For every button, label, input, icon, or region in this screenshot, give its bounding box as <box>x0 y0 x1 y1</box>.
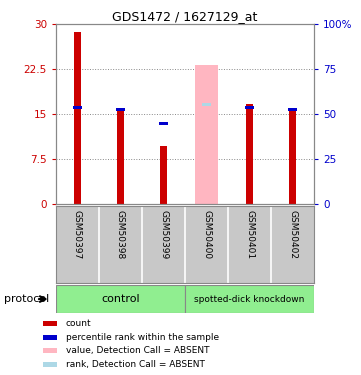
Text: spotted-dick knockdown: spotted-dick knockdown <box>194 295 305 304</box>
Bar <box>195 65 218 204</box>
Title: GDS1472 / 1627129_at: GDS1472 / 1627129_at <box>112 10 258 23</box>
Bar <box>43 321 57 326</box>
Bar <box>74 32 81 204</box>
Bar <box>159 122 168 125</box>
Text: GSM50398: GSM50398 <box>116 210 125 260</box>
Bar <box>185 285 314 313</box>
Bar <box>117 111 124 204</box>
Bar <box>160 146 168 204</box>
Bar <box>43 362 57 367</box>
Bar <box>289 111 296 204</box>
Text: GSM50402: GSM50402 <box>288 210 297 259</box>
Bar <box>43 335 57 340</box>
Text: value, Detection Call = ABSENT: value, Detection Call = ABSENT <box>66 346 209 355</box>
Text: count: count <box>66 319 91 328</box>
Bar <box>288 108 297 111</box>
Bar <box>245 106 254 109</box>
Text: GSM50397: GSM50397 <box>73 210 82 260</box>
Bar <box>116 108 125 111</box>
Bar <box>43 348 57 353</box>
Bar <box>56 285 185 313</box>
Text: GSM50399: GSM50399 <box>159 210 168 260</box>
Text: GSM50401: GSM50401 <box>245 210 254 259</box>
Text: protocol: protocol <box>4 294 49 304</box>
Text: control: control <box>101 294 140 304</box>
Bar <box>73 106 82 109</box>
Bar <box>246 104 253 204</box>
Bar <box>202 103 211 106</box>
Text: percentile rank within the sample: percentile rank within the sample <box>66 333 219 342</box>
Text: rank, Detection Call = ABSENT: rank, Detection Call = ABSENT <box>66 360 204 369</box>
Text: GSM50400: GSM50400 <box>202 210 211 259</box>
